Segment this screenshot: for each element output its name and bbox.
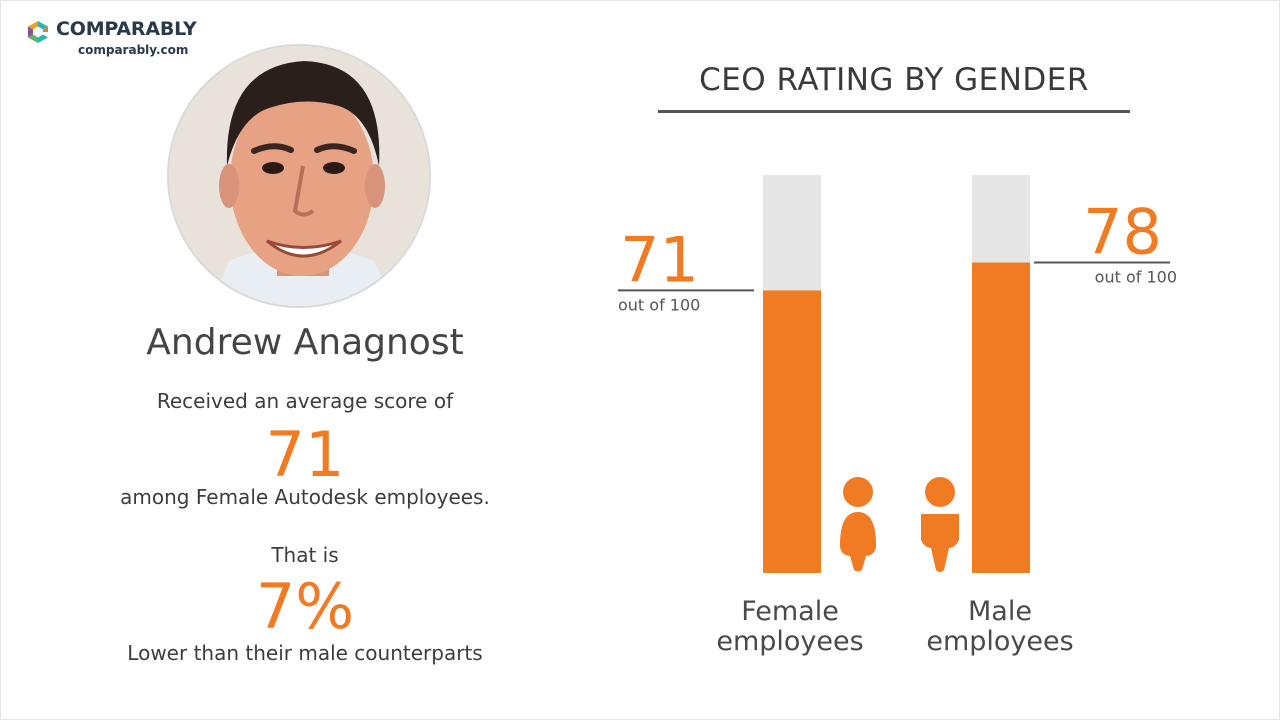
- female-value-sublabel: out of 100: [618, 295, 700, 314]
- comparably-logo[interactable]: COMPARABLY comparably.com: [26, 18, 216, 62]
- score-group-caption: among Female Autodesk employees.: [120, 485, 490, 509]
- difference-value: 7%: [255, 570, 355, 643]
- female-icon: [840, 477, 876, 572]
- female-category-label: Female employees: [690, 597, 890, 657]
- ceo-portrait-image: [169, 46, 429, 306]
- chart-title: CEO RATING BY GENDER: [699, 62, 1089, 98]
- female-value-label: 71: [620, 223, 699, 296]
- male-category-line2: employees: [926, 626, 1074, 657]
- male-bar: [972, 262, 1030, 573]
- ceo-portrait: [167, 44, 431, 308]
- brand-url: comparably.com: [78, 43, 189, 57]
- male-category-label: Male employees: [900, 597, 1100, 657]
- brand-name: COMPARABLY: [56, 18, 197, 40]
- that-is-caption: That is: [271, 543, 339, 567]
- female-category-line2: employees: [716, 626, 864, 657]
- chart-title-rule: [658, 110, 1130, 113]
- score-value: 71: [265, 418, 345, 491]
- ceo-name: Andrew Anagnost: [146, 322, 464, 363]
- female-category-line1: Female: [741, 596, 839, 627]
- male-value-label: 78: [1083, 196, 1162, 269]
- male-icon: [921, 477, 959, 572]
- male-category-line1: Male: [968, 596, 1032, 627]
- score-caption: Received an average score of: [156, 389, 454, 413]
- female-bar: [763, 290, 821, 573]
- male-value-sublabel: out of 100: [1095, 268, 1177, 287]
- comparably-logo-icon: [28, 21, 48, 43]
- comparison-caption: Lower than their male counterparts: [127, 641, 483, 665]
